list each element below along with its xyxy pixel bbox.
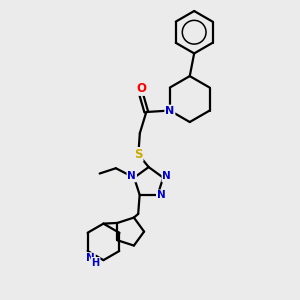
Text: H: H [92, 258, 100, 268]
Text: S: S [134, 148, 142, 161]
Text: N: N [165, 106, 175, 116]
Text: N: N [162, 172, 171, 182]
Text: O: O [136, 82, 146, 95]
Text: N: N [157, 190, 166, 200]
Text: N: N [86, 253, 95, 263]
Text: N: N [128, 172, 136, 182]
